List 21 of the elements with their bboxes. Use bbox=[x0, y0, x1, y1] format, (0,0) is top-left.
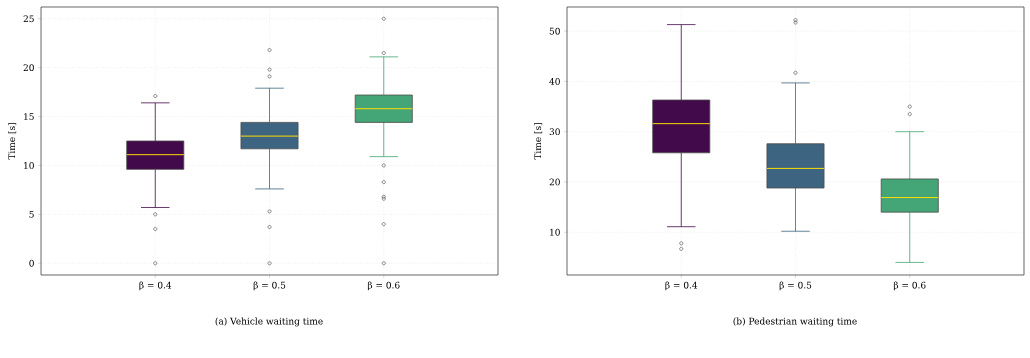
y-tick-label: 15 bbox=[24, 113, 34, 120]
y-tick-label: 50 bbox=[549, 27, 560, 35]
y-tick-label: 20 bbox=[23, 64, 34, 72]
text: (a) Vehicle waiting time bbox=[215, 317, 323, 327]
y-axis-title: Time [s] bbox=[8, 123, 17, 160]
x-tick-label: β = 0.6 bbox=[893, 281, 926, 291]
text: (b) Pedestrian waiting time bbox=[733, 317, 857, 327]
x-tick-label: β = 0.4 bbox=[139, 281, 172, 291]
y-tick-label: 25 bbox=[23, 15, 34, 23]
y-tick-label: 0 bbox=[29, 259, 34, 267]
y-tick-label: 30 bbox=[549, 128, 560, 136]
y-tick-label: 10 bbox=[24, 162, 34, 169]
y-tick-label: 10 bbox=[550, 228, 560, 236]
x-tick-label: β = 0.6 bbox=[367, 281, 400, 291]
y-axis-title: Time [s] bbox=[534, 123, 543, 160]
y-tick-label: 20 bbox=[549, 178, 560, 186]
y-tick-label: 40 bbox=[549, 78, 560, 85]
x-tick-label: β = 0.5 bbox=[779, 281, 812, 291]
x-tick-label: β = 0.4 bbox=[665, 281, 698, 291]
y-tick-label: 5 bbox=[29, 211, 34, 218]
x-tick-label: β = 0.5 bbox=[253, 281, 286, 291]
